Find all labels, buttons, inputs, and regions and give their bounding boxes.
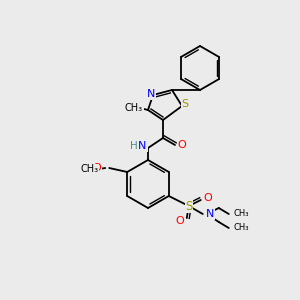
Text: O: O <box>93 163 102 173</box>
Text: CH₃: CH₃ <box>234 224 249 232</box>
Text: H: H <box>130 141 138 151</box>
Text: O: O <box>203 193 212 203</box>
Text: CH₃: CH₃ <box>125 103 143 113</box>
Text: N: N <box>206 209 214 219</box>
Text: CH₃: CH₃ <box>80 164 98 174</box>
Text: N: N <box>138 141 146 151</box>
Text: S: S <box>182 99 189 109</box>
Text: S: S <box>185 200 193 212</box>
Text: CH₃: CH₃ <box>234 209 249 218</box>
Text: HN: HN <box>132 141 148 151</box>
Text: N: N <box>147 89 155 99</box>
Text: O: O <box>176 216 184 226</box>
Text: O: O <box>178 140 186 150</box>
